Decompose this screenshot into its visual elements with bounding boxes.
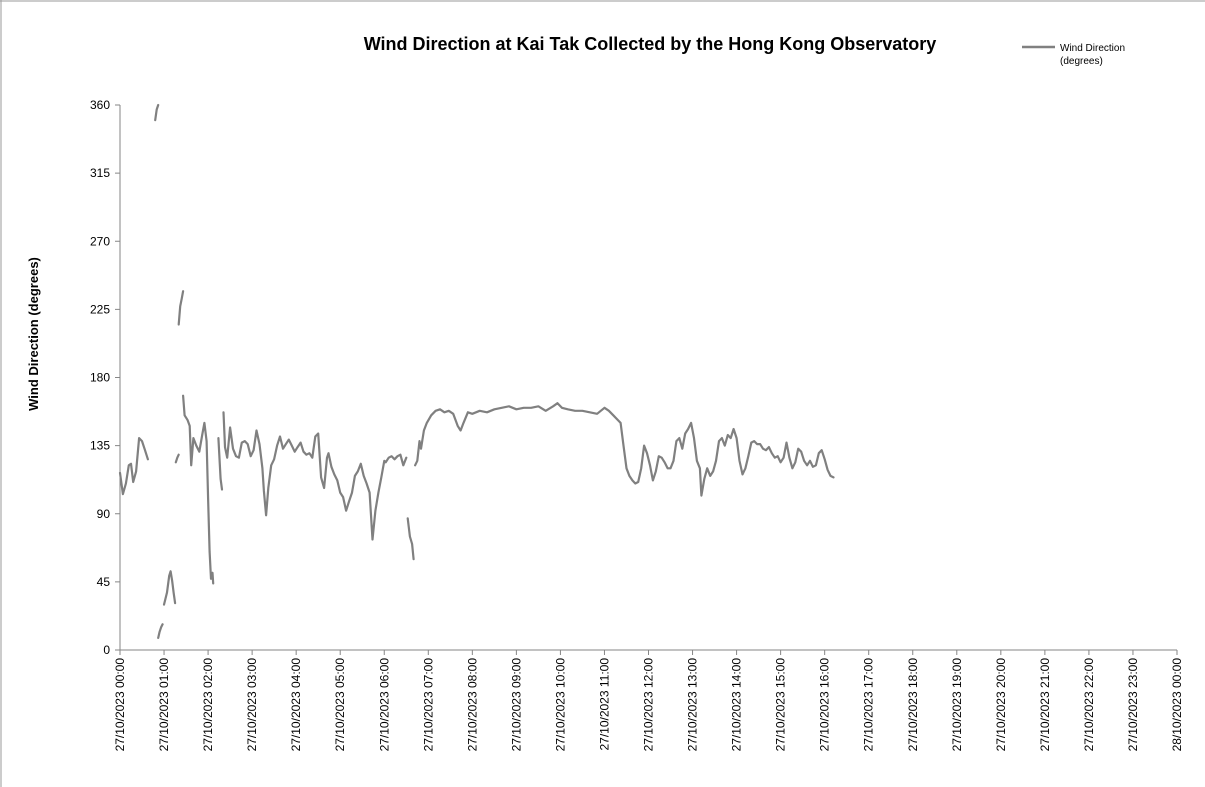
y-axis: 0 45 90 135 180 225 270 315 360 — [90, 98, 121, 657]
x-tick-label: 27/10/2023 15:00 — [774, 658, 788, 752]
x-tick-label: 27/10/2023 12:00 — [642, 658, 656, 752]
y-tick-label: 360 — [90, 98, 110, 112]
x-tick-label: 27/10/2023 04:00 — [289, 658, 303, 752]
y-tick-label: 270 — [90, 234, 110, 248]
x-tick-label: 27/10/2023 07:00 — [421, 658, 435, 752]
series-line-segment — [174, 453, 180, 464]
x-tick-label: 27/10/2023 10:00 — [553, 658, 567, 752]
y-tick-label: 315 — [90, 166, 110, 180]
legend-label-line: Wind Direction — [1060, 43, 1125, 54]
x-tick-label: 27/10/2023 18:00 — [906, 658, 920, 752]
x-tick-label: 27/10/2023 09:00 — [509, 658, 523, 752]
series-line-segment — [217, 437, 224, 491]
x-tick-label: 27/10/2023 13:00 — [686, 658, 700, 752]
y-tick-label: 180 — [90, 371, 110, 385]
x-tick-label: 28/10/2023 00:00 — [1170, 658, 1184, 752]
x-tick-label: 27/10/2023 14:00 — [730, 658, 744, 752]
x-tick-label: 27/10/2023 21:00 — [1038, 658, 1052, 752]
y-tick-label: 45 — [97, 575, 111, 589]
x-tick-label: 27/10/2023 17:00 — [862, 658, 876, 752]
series-line-segment — [154, 103, 160, 122]
y-axis-title: Wind Direction (degrees) — [26, 257, 41, 411]
y-tick-label: 135 — [90, 439, 110, 453]
x-tick-label: 27/10/2023 00:00 — [113, 658, 127, 752]
x-tick-label: 27/10/2023 06:00 — [377, 658, 391, 752]
series-layer — [118, 103, 835, 639]
x-tick-label: 27/10/2023 01:00 — [157, 658, 171, 752]
x-tick-label: 27/10/2023 11:00 — [597, 658, 611, 751]
series-line-segment — [177, 290, 185, 326]
x-tick-label: 27/10/2023 03:00 — [245, 658, 259, 752]
y-tick-label: 90 — [97, 507, 111, 521]
x-tick-label: 27/10/2023 19:00 — [950, 658, 964, 752]
chart-title: Wind Direction at Kai Tak Collected by t… — [364, 34, 937, 54]
x-tick-label: 27/10/2023 08:00 — [465, 658, 479, 752]
x-tick-label: 27/10/2023 16:00 — [818, 658, 832, 752]
series-line-segment — [157, 623, 164, 639]
series-line-segment — [162, 570, 177, 606]
legend-label: Wind Direction (degrees) — [1060, 43, 1125, 67]
legend: Wind Direction (degrees) — [1022, 43, 1125, 67]
x-axis: 27/10/2023 00:00 27/10/2023 01:00 27/10/20… — [113, 649, 1184, 752]
x-tick-label: 27/10/2023 22:00 — [1082, 658, 1096, 752]
y-tick-label: 0 — [103, 643, 110, 657]
series-line-segment — [182, 394, 215, 585]
x-tick-label: 27/10/2023 20:00 — [994, 658, 1008, 752]
x-tick-label: 27/10/2023 05:00 — [333, 658, 347, 752]
y-tick-label: 225 — [90, 302, 110, 316]
series-line-segment — [414, 402, 835, 497]
x-tick-label: 27/10/2023 02:00 — [201, 658, 215, 752]
x-tick-label: 27/10/2023 23:00 — [1126, 658, 1140, 752]
series-line-segment — [222, 411, 408, 541]
series-line-segment — [118, 437, 149, 496]
series-line-segment — [406, 517, 415, 561]
legend-label-line: (degrees) — [1060, 56, 1103, 67]
